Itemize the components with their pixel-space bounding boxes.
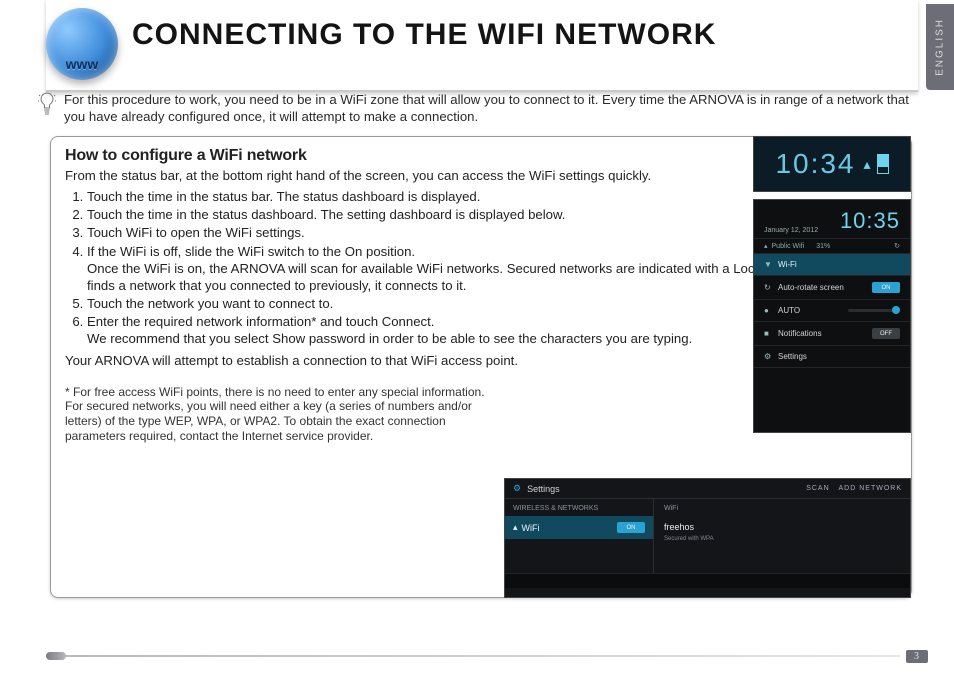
instructions-box: How to configure a WiFi network From the… <box>50 136 912 598</box>
settings-main-heading: WiFi <box>664 505 900 512</box>
dash-status: January 12, 2012 10:35 <box>754 200 910 239</box>
page-footer: 3 <box>46 649 928 663</box>
settings-main: WiFi freehos Secured with WPA <box>654 499 910 573</box>
dash-row-notifications[interactable]: ■Notifications OFF <box>754 322 910 346</box>
intro-text: For this procedure to work, you need to … <box>64 92 910 126</box>
add-network-button[interactable]: ADD NETWORK <box>839 485 903 492</box>
brightness-slider[interactable] <box>848 309 900 312</box>
wifi-icon: ▴ <box>764 242 768 250</box>
settings-header: ⚙ Settings SCAN ADD NETWORK <box>505 479 910 499</box>
box-footnote: * For free access WiFi points, there is … <box>65 385 495 444</box>
language-tab-label: ENGLISH <box>935 18 946 76</box>
settings-body: WIRELESS & NETWORKS ▴WiFi ON WiFi freeho… <box>505 499 910 573</box>
wifi-icon: ▴ <box>864 156 871 173</box>
dash-time: 10:35 <box>840 208 900 234</box>
dash-row-autorotate[interactable]: ↻Auto-rotate screen ON <box>754 276 910 300</box>
box-lead: From the status bar, at the bottom right… <box>65 167 809 184</box>
globe-www-label: www <box>46 56 118 72</box>
wifi-icon: ▴ <box>513 522 518 533</box>
page-header: www Connecting to the WiFi network <box>46 0 918 92</box>
wifi-toggle[interactable]: ON <box>617 522 645 533</box>
dash-row-settings[interactable]: ⚙ Settings <box>754 346 910 368</box>
dash-row-brightness[interactable]: ●AUTO <box>754 300 910 322</box>
screenshot-settings: ⚙ Settings SCAN ADD NETWORK WIRELESS & NE… <box>504 478 911 598</box>
clock-time: 10:34 <box>775 148 855 180</box>
network-item[interactable]: freehos Secured with WPA <box>664 518 900 546</box>
notifications-icon: ■ <box>764 329 774 338</box>
screenshot-dashboard: January 12, 2012 10:35 ▴ Public Wifi 31%… <box>753 199 911 433</box>
page-number: 3 <box>906 650 928 663</box>
notifications-toggle[interactable]: OFF <box>872 328 900 339</box>
dash-wifi-name: Public Wifi <box>772 243 805 250</box>
sync-icon: ↻ <box>894 242 900 250</box>
lightbulb-icon <box>38 92 56 116</box>
rotate-icon: ↻ <box>764 283 774 292</box>
footer-rule <box>46 655 900 657</box>
page-title: Connecting to the WiFi network <box>132 18 716 52</box>
dash-wifi-status: ▴ Public Wifi 31% ↻ <box>754 239 910 254</box>
screenshot-clock: 10:34 ▴ <box>753 136 911 192</box>
settings-title: Settings <box>527 484 560 494</box>
scan-button[interactable]: SCAN <box>806 485 829 492</box>
dash-row-wifi[interactable]: ▼ Wi-Fi <box>754 254 910 276</box>
settings-side-wifi[interactable]: ▴WiFi ON <box>505 516 653 539</box>
settings-icon: ⚙ <box>513 483 521 494</box>
language-tab: ENGLISH <box>926 4 954 90</box>
settings-navbar <box>505 573 910 588</box>
dash-date: January 12, 2012 <box>764 227 818 234</box>
settings-side-heading: WIRELESS & NETWORKS <box>505 499 653 516</box>
intro-body: For this procedure to work, you need to … <box>64 92 909 124</box>
box-after: Your ARNOVA will attempt to establish a … <box>65 352 809 369</box>
dash-wifi-label: Wi-Fi <box>778 260 797 269</box>
wifi-icon: ▼ <box>764 260 774 269</box>
globe-icon: www <box>46 8 118 80</box>
brightness-icon: ● <box>764 306 774 315</box>
autorotate-toggle[interactable]: ON <box>872 282 900 293</box>
settings-icon: ⚙ <box>764 352 774 361</box>
dash-wifi-pct: 31% <box>816 243 830 250</box>
settings-sidebar: WIRELESS & NETWORKS ▴WiFi ON <box>505 499 654 573</box>
battery-icon <box>877 154 889 174</box>
